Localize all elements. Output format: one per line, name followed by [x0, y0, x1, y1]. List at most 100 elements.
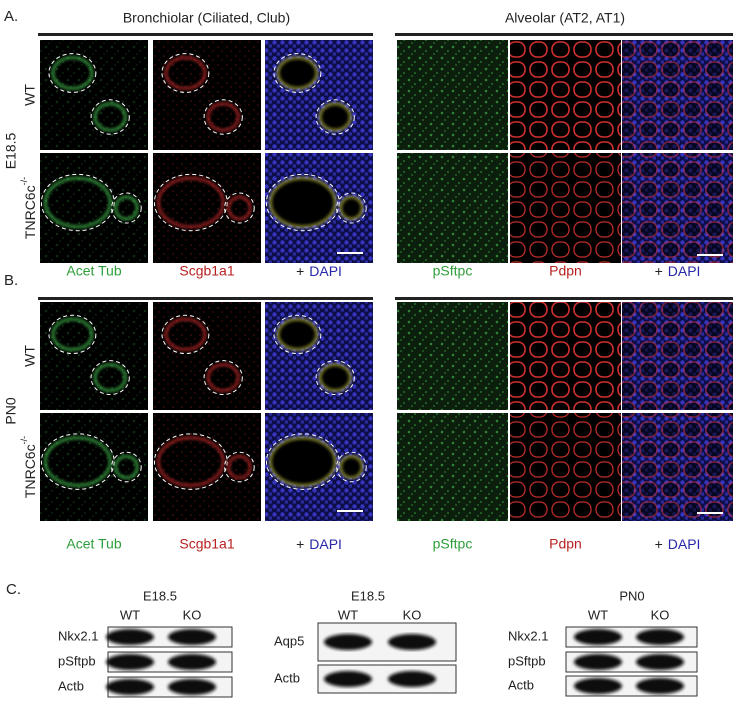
protein-label: Nkx2.1: [508, 628, 548, 643]
micrograph-layer: [265, 40, 373, 150]
blot-title: PN0: [619, 588, 644, 603]
scale-bar: [337, 252, 363, 254]
blot-band: [574, 629, 622, 645]
lane-label: KO: [651, 607, 670, 622]
micrograph: [510, 153, 621, 263]
stain-label: Scgb1a1: [179, 263, 234, 279]
micrograph: [622, 413, 733, 521]
micrograph: [510, 40, 621, 150]
blot-band: [168, 679, 216, 695]
merge-plus: +: [296, 263, 304, 279]
airway-outline: [111, 192, 142, 224]
airway-epithelium: [51, 318, 94, 351]
airway-outline: [90, 99, 130, 135]
header-rule: [395, 297, 733, 300]
merge-label: + DAPI: [655, 263, 701, 279]
column-group-title: Alveolar (AT2, AT1): [505, 10, 625, 26]
airway-epithelium: [206, 102, 240, 132]
panel-letter: B.: [4, 272, 18, 289]
airway-epithelium: [269, 177, 337, 228]
airway-epithelium: [51, 56, 94, 90]
airway-outline: [273, 314, 322, 355]
blot-band: [106, 654, 154, 670]
merge-plus: +: [296, 536, 304, 552]
stain-label: pSftpc: [433, 536, 473, 552]
airway-outline: [153, 173, 228, 232]
row-label: WT: [22, 84, 38, 106]
micrograph: [40, 153, 148, 263]
protein-label: pSftpb: [508, 653, 546, 668]
airway-outline: [40, 173, 115, 232]
airway-epithelium: [44, 177, 112, 228]
airway-epithelium: [164, 56, 207, 90]
stain-label: pSftpc: [433, 263, 473, 279]
airway-outline: [315, 99, 355, 135]
micrograph: [153, 302, 261, 410]
western-blot: E18.5 WT KO Aqp5 Actb: [274, 588, 457, 694]
airway-outline: [48, 53, 97, 93]
micrograph: [153, 40, 261, 150]
micrograph: [40, 40, 148, 150]
genotype-name: TNRC6c: [22, 185, 38, 239]
merge-stain: DAPI: [309, 263, 342, 279]
blot-band: [574, 654, 622, 670]
genotype-superscript: -/-: [19, 177, 29, 186]
airway-lumen: [340, 456, 363, 478]
airway-outline: [40, 433, 115, 490]
merge-stain: DAPI: [309, 536, 342, 552]
airway-outline: [315, 360, 355, 396]
micrograph: [153, 413, 261, 521]
scale-bar: [697, 254, 723, 256]
airway-epithelium: [318, 363, 352, 392]
panel-letter: A.: [4, 8, 18, 25]
micrograph-layer: [153, 413, 261, 521]
micrograph: [622, 153, 733, 263]
scale-bar: [697, 512, 723, 514]
airway-epithelium: [114, 195, 139, 221]
lane-label: WT: [338, 607, 358, 622]
airway-lumen: [340, 197, 363, 219]
micrograph-layer: [510, 302, 621, 410]
airway-outline: [224, 192, 255, 224]
western-blot: E18.5WT KO Nkx2.1 pSftpb Actb: [58, 588, 233, 698]
airway-outline: [265, 433, 340, 490]
airway-outline: [224, 451, 255, 483]
lane-label: KO: [183, 607, 202, 622]
blot-band: [324, 634, 372, 650]
airway-outline: [90, 360, 130, 396]
blot-band: [636, 654, 684, 670]
airway-outline: [336, 192, 367, 224]
airway-outline: [203, 360, 243, 396]
airway-lumen: [320, 103, 351, 131]
protein-label: Actb: [508, 677, 534, 692]
blot-band: [388, 634, 436, 650]
panel-letter: C.: [6, 581, 21, 598]
micrograph-layer: [397, 413, 508, 521]
micrograph-layer: [40, 40, 148, 150]
micrograph-layer: [622, 302, 733, 410]
airway-epithelium: [157, 177, 225, 228]
micrograph-layer: [622, 153, 733, 263]
airway-epithelium: [339, 195, 364, 221]
airway-epithelium: [164, 318, 207, 351]
airway-outline: [273, 53, 322, 93]
airway-lumen: [270, 437, 336, 486]
airway-epithelium: [339, 454, 364, 480]
micrograph: [265, 153, 373, 263]
micrograph: [622, 40, 733, 150]
blot-band: [106, 679, 154, 695]
airway-epithelium: [227, 454, 252, 480]
blot-band: [168, 629, 216, 645]
scale-bar: [337, 510, 363, 512]
airway-epithelium: [44, 436, 112, 487]
airway-outline: [336, 451, 367, 483]
airway-outline: [111, 451, 142, 483]
row-label: TNRC6c-/-: [19, 177, 37, 239]
micrograph-layer: [40, 153, 148, 263]
merge-plus: +: [655, 536, 663, 552]
blot-title: E18.5: [143, 588, 177, 603]
protein-label: Nkx2.1: [58, 628, 98, 643]
micrograph-layer: [397, 153, 508, 263]
header-rule: [38, 33, 373, 36]
